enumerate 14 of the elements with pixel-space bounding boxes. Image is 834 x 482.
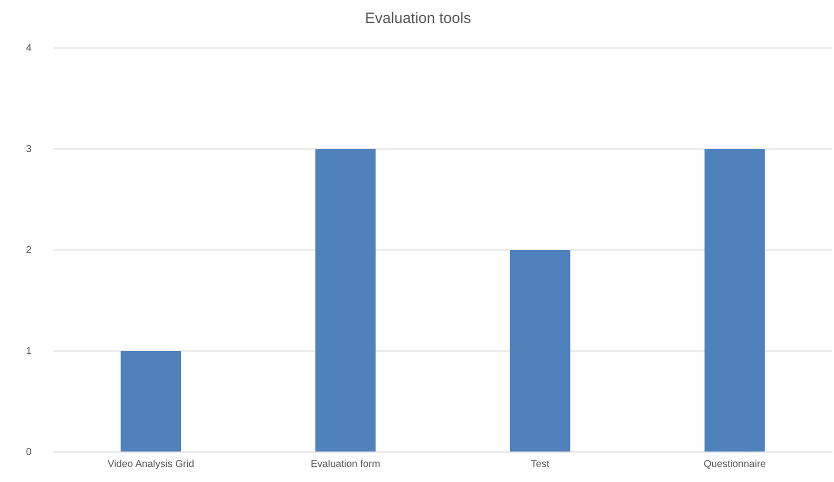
y-tick-label: 0	[26, 446, 32, 458]
bar	[510, 250, 570, 452]
bar	[704, 149, 765, 452]
chart-title: Evaluation tools	[365, 10, 471, 28]
x-tick-label: Video Analysis Grid	[108, 458, 194, 470]
x-tick-label: Questionnaire	[704, 458, 766, 470]
bar	[315, 149, 376, 452]
y-tick-label: 2	[26, 244, 32, 256]
x-tick-label: Test	[530, 458, 550, 470]
y-tick-label: 3	[26, 144, 32, 155]
y-tick-label: 1	[26, 346, 32, 357]
x-tick-label: Evaluation form	[310, 458, 380, 470]
bar	[120, 351, 182, 452]
y-tick-label: 4	[26, 42, 32, 54]
